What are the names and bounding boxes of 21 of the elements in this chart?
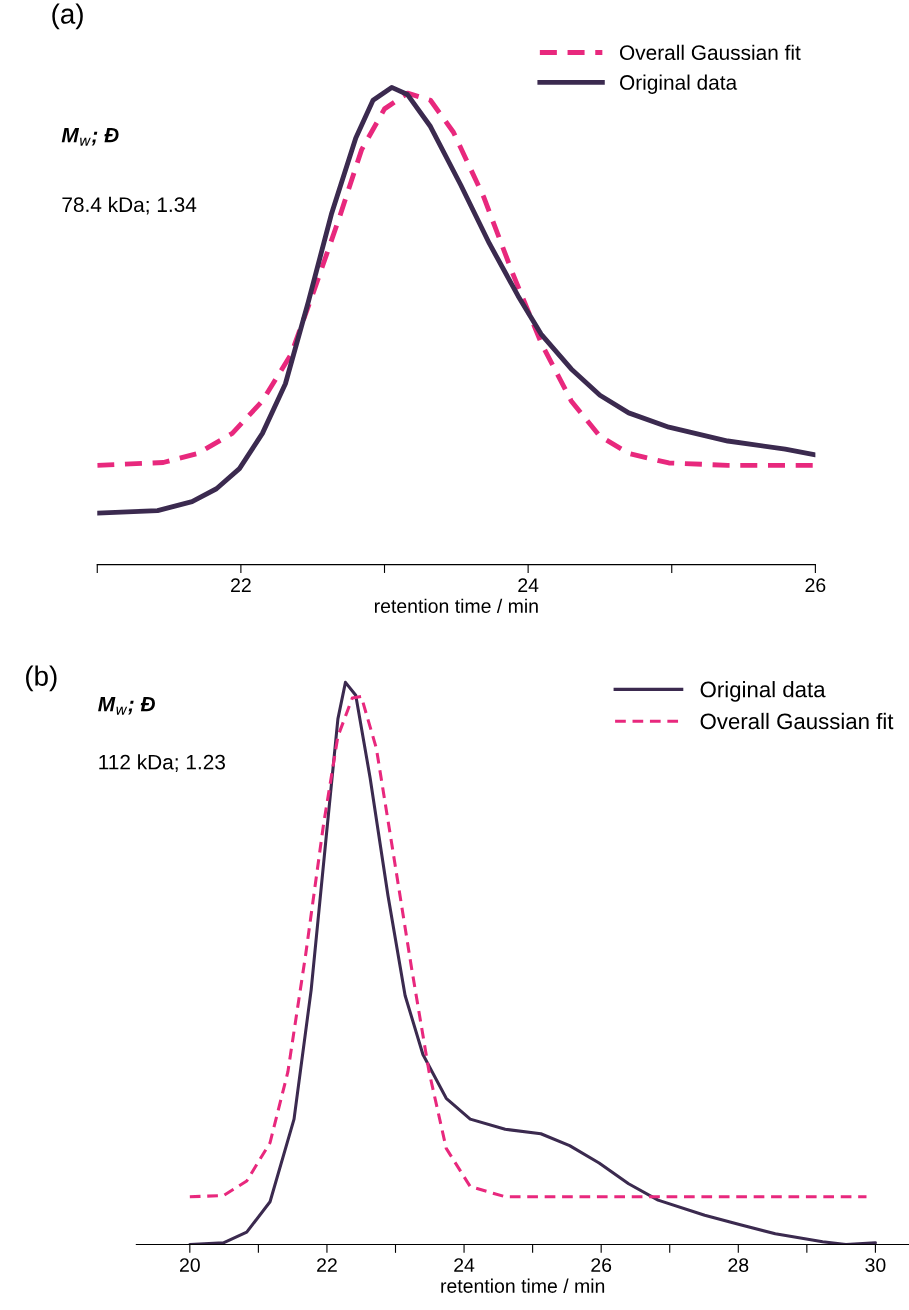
x-tick-label: 24 <box>518 578 539 592</box>
legend-label: Overall Gaussian fit <box>620 44 801 61</box>
x-tick-label: 22 <box>231 578 251 592</box>
x-tick-label: 26 <box>805 578 826 593</box>
x-tick-label: 26 <box>591 1258 612 1272</box>
text: (b) <box>26 665 57 692</box>
x-tick-label: 30 <box>865 1258 886 1272</box>
x-axis-title: retention time / min <box>441 1278 605 1293</box>
annotation: M$_{w}$; Đ <box>98 697 155 715</box>
text: (a) <box>52 3 83 30</box>
x-tick-label: 24 <box>454 1258 475 1272</box>
x-tick-label: 20 <box>179 1258 200 1272</box>
x-axis-title: retention time / min <box>374 598 538 613</box>
annotation: 112 kDa; 1.23 <box>99 754 225 772</box>
x-tick-label: 28 <box>728 1258 749 1272</box>
legend-label: Original data <box>700 681 826 702</box>
legend-label: Overall Gaussian fit <box>700 712 894 730</box>
annotation: 78.4 kDa; 1.34 <box>62 196 197 215</box>
legend-label: Original data <box>620 74 738 94</box>
annotation: M$_{w}$; Đ <box>61 128 119 146</box>
x-tick-label: 22 <box>317 1258 337 1272</box>
